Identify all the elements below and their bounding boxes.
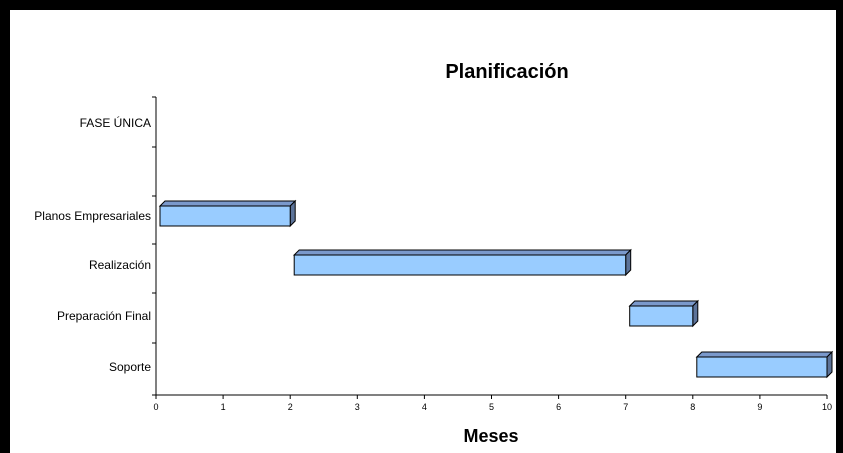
x-tick-label: 6	[556, 402, 561, 412]
gantt-bar-top	[695, 351, 834, 358]
gantt-bar-face	[629, 305, 694, 327]
category-label: Preparación Final	[57, 309, 151, 323]
x-axis-label: Meses	[463, 426, 518, 446]
frame-left-border	[0, 0, 10, 453]
gantt-bar	[158, 199, 297, 228]
gantt-bar-side	[625, 248, 632, 277]
gantt-bar-top	[292, 249, 632, 256]
x-tick-label: 9	[757, 402, 762, 412]
gantt-bar-face	[696, 356, 828, 378]
frame-top-border	[0, 0, 843, 10]
x-tick-label: 10	[822, 402, 832, 412]
frame-right-border	[836, 0, 843, 453]
gantt-bar-face	[159, 205, 291, 227]
x-tick-label: 5	[489, 402, 494, 412]
gantt-bar-side	[826, 350, 833, 379]
gantt-bar-top	[158, 200, 297, 207]
x-tick-label: 3	[355, 402, 360, 412]
category-label: Soporte	[109, 360, 151, 374]
gantt-bar-side	[692, 299, 699, 328]
category-label: FASE ÚNICA	[80, 115, 151, 130]
gantt-bar-face	[293, 254, 627, 276]
category-label: Planos Empresariales	[34, 209, 151, 223]
gantt-bar-top	[628, 300, 700, 307]
gantt-bar	[695, 350, 834, 379]
x-tick-label: 7	[623, 402, 628, 412]
gantt-bar	[628, 299, 700, 328]
x-tick-label: 4	[422, 402, 427, 412]
gantt-bar	[292, 248, 632, 277]
x-tick-label: 2	[288, 402, 293, 412]
x-tick-label: 1	[221, 402, 226, 412]
chart-title: Planificación	[445, 61, 568, 83]
gantt-bar-side	[289, 199, 296, 228]
category-label: Realización	[89, 258, 151, 272]
x-tick-label: 0	[153, 402, 158, 412]
x-tick-label: 8	[690, 402, 695, 412]
